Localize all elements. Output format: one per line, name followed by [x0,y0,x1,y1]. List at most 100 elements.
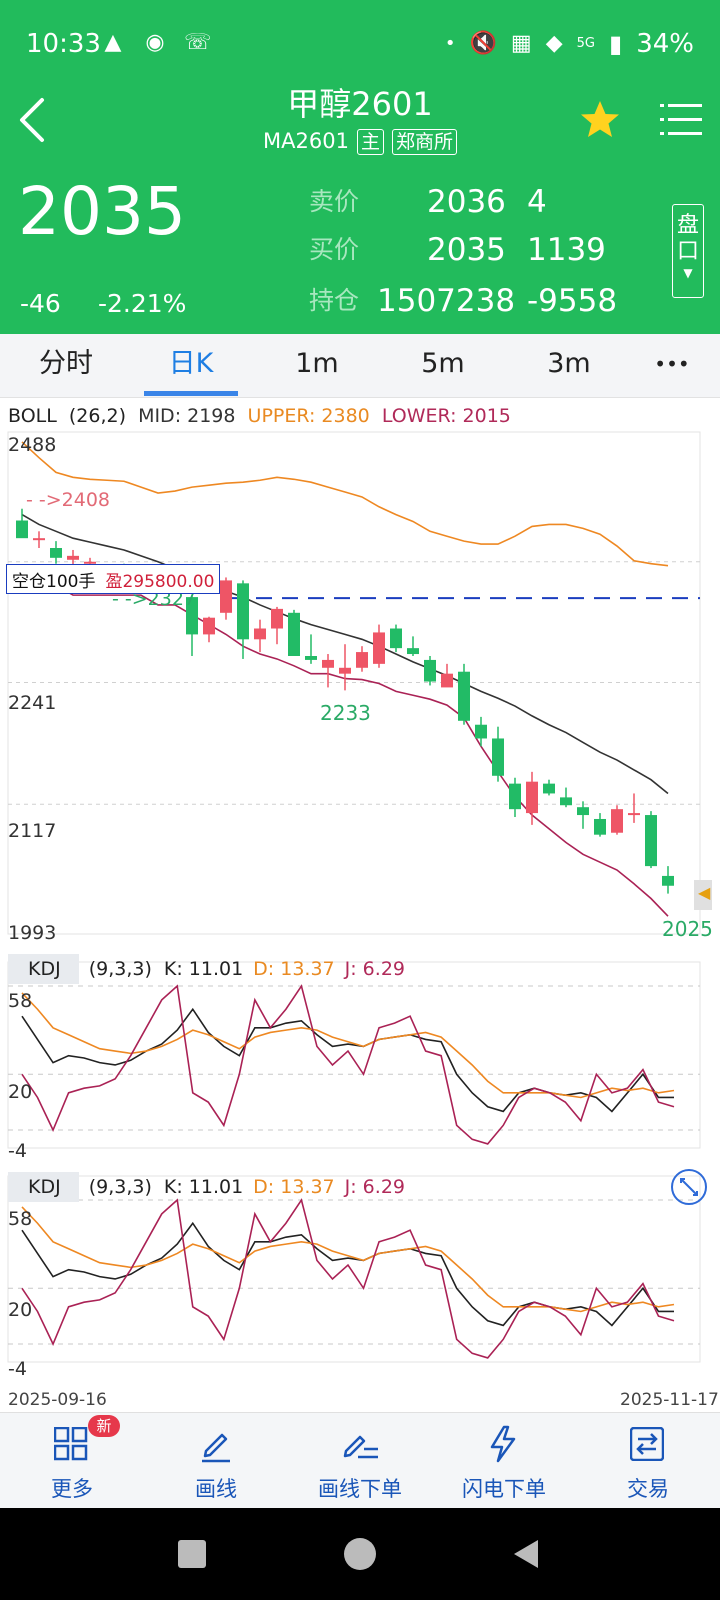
wechat-icon: ◉ [145,30,165,55]
candle-body [16,520,28,539]
kdj-legend-1[interactable]: KDJ (9,3,3) K: 11.01 D: 13.37 J: 6.29 [8,954,405,984]
nfc-icon: ▦ [510,31,532,56]
main-contract-tag: 主 [356,129,384,155]
warning-icon: ▲ [104,30,122,55]
active-tab-indicator [144,391,238,396]
pen-order-icon [343,1435,378,1459]
expand-icon[interactable] [670,1168,708,1206]
candle-body [526,781,538,814]
recents-button[interactable] [178,1540,206,1568]
kdj1-panel-frame [7,961,701,1149]
period-tabs: 分时 日K 1m 5m 3m ••• [0,334,720,398]
candle-body [356,652,368,668]
ask-label: 卖价 [309,187,360,216]
kdj-params-2: (9,3,3) [88,1176,152,1198]
mute-icon: 🔇 [469,31,497,56]
candle-body [492,738,504,776]
bid-volume: 1139 [527,232,606,268]
kdj1-d-line [21,992,675,1099]
more-tabs-icon[interactable]: ••• [654,352,690,376]
candle-body [237,583,249,640]
kdj-d-2: D: 13.37 [253,1176,335,1198]
current-price-marker: ◀ [694,880,712,910]
back-arrow-icon[interactable] [14,92,54,148]
favorite-star-icon[interactable] [578,98,622,142]
trade-button[interactable]: 交易 [576,1413,720,1509]
candle-body [645,815,657,867]
open-interest-value: 1507238 [377,283,516,319]
last-price-annotation: 2025 [662,917,713,941]
candle-body [322,659,334,668]
kdj-indicator-1[interactable]: KDJ [8,954,79,984]
more-button[interactable]: 新 更多 [0,1413,144,1509]
flash-order-label: 闪电下单 [462,1477,546,1501]
candle-body [560,797,572,806]
candle-body [543,783,555,794]
back-button[interactable] [510,1538,542,1570]
candle-body [407,648,419,655]
position-box[interactable]: 空仓100手 盈295800.00 [6,564,221,594]
kdj2-axis-bottom: -4 [8,1358,27,1380]
tab-3m[interactable]: 3m [547,348,591,379]
candle-body [628,813,640,816]
kdj-k-2: K: 11.01 [163,1176,244,1198]
new-badge: 新 [88,1415,120,1437]
candle-body [84,561,96,564]
open-interest-change: -9558 [527,283,618,319]
candle-body [458,671,470,721]
bid-price: 2035 [427,232,506,268]
candle-body [390,628,402,649]
candle-body [288,612,300,656]
pen-line-icon [202,1433,230,1463]
kdj1-axis-top: 58 [8,990,33,1012]
high-annotation: - ->2408 [26,489,111,511]
kdj1-axis-bottom: -4 [8,1140,27,1162]
tab-5m[interactable]: 5m [421,348,465,379]
kdj2-panel-frame [7,1175,701,1363]
candle-body [611,809,623,833]
boll-name: BOLL [8,405,57,427]
price-change: -46 [20,289,61,318]
min-annotation: 2233 [320,701,371,725]
candle-body [33,538,45,541]
grid-icon [54,1427,88,1461]
status-notification-icons: ▲ ◉ ☏ [100,30,212,56]
axis-label-mid1: 2241 [8,692,57,714]
kdj2-d-line [21,1206,675,1313]
kdj2-axis-top: 58 [8,1208,33,1230]
menu-list-icon[interactable] [660,100,702,140]
kline-chart[interactable] [0,396,720,1406]
kdj2-axis-mid: 20 [8,1299,33,1321]
marker-arrow-icon: ◀ [698,883,711,902]
candle-body [509,783,521,810]
orderbook-toggle-button[interactable]: 盘口 ▼ [672,204,704,298]
kdj-j-1: J: 6.29 [344,958,405,980]
kdj2-j-line [21,1198,675,1359]
date-end: 2025-11-17 [620,1390,719,1410]
open-interest-label: 持仓 [309,286,360,315]
tab-timeshare[interactable]: 分时 [39,348,93,379]
kdj-legend-2[interactable]: KDJ (9,3,3) K: 11.01 D: 13.37 J: 6.29 [8,1172,405,1202]
tab-daily-k[interactable]: 日K [168,348,214,379]
last-price: 2035 [18,173,186,250]
price-change-pct: -2.21% [98,289,187,318]
flash-order-button[interactable]: 闪电下单 [432,1413,576,1509]
orderbook-label: 盘口 [677,213,700,264]
lightning-icon [490,1425,516,1463]
candle-body [662,875,674,886]
dot-icon: • [444,33,456,54]
candle-body [594,818,606,835]
tab-1m[interactable]: 1m [295,348,339,379]
home-button[interactable] [344,1538,376,1570]
draw-line-order-button[interactable]: 画线下单 [288,1413,432,1509]
draw-line-button[interactable]: 画线 [144,1413,288,1509]
axis-label-mid2: 2117 [8,820,57,842]
battery-level: 34% [636,29,694,59]
candle-body [220,580,232,613]
boll-legend: BOLL (26,2) MID: 2198 UPPER: 2380 LOWER:… [8,403,511,429]
kdj-indicator-2[interactable]: KDJ [8,1172,79,1202]
position-side: 空仓100手 [12,571,96,592]
candle-body [271,608,283,629]
candle-body [186,597,198,635]
swap-icon [630,1427,664,1461]
